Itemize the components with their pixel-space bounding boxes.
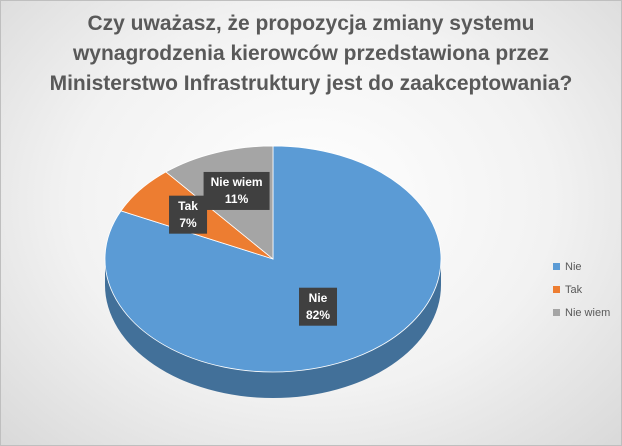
data-label-category: Nie bbox=[309, 291, 328, 305]
data-label-box bbox=[169, 195, 208, 234]
legend-swatch bbox=[553, 286, 560, 293]
chart-title: Czy uważasz, że propozycja zmiany system… bbox=[49, 12, 573, 95]
slice-side bbox=[105, 259, 441, 398]
data-label-category: Tak bbox=[178, 199, 198, 213]
legend-label: Tak bbox=[565, 284, 583, 296]
data-label-box bbox=[299, 287, 338, 326]
data-label-category: Nie wiem bbox=[211, 175, 263, 189]
legend-swatch bbox=[553, 263, 560, 270]
data-label-value: 7% bbox=[179, 216, 197, 230]
legend-swatch bbox=[553, 309, 560, 316]
data-label-value: 82% bbox=[306, 308, 330, 322]
data-label-box bbox=[203, 171, 270, 210]
slice bbox=[104, 145, 442, 373]
legend-label: Nie bbox=[565, 261, 582, 273]
data-label-value: 11% bbox=[225, 192, 249, 206]
legend-label: Nie wiem bbox=[565, 307, 610, 319]
